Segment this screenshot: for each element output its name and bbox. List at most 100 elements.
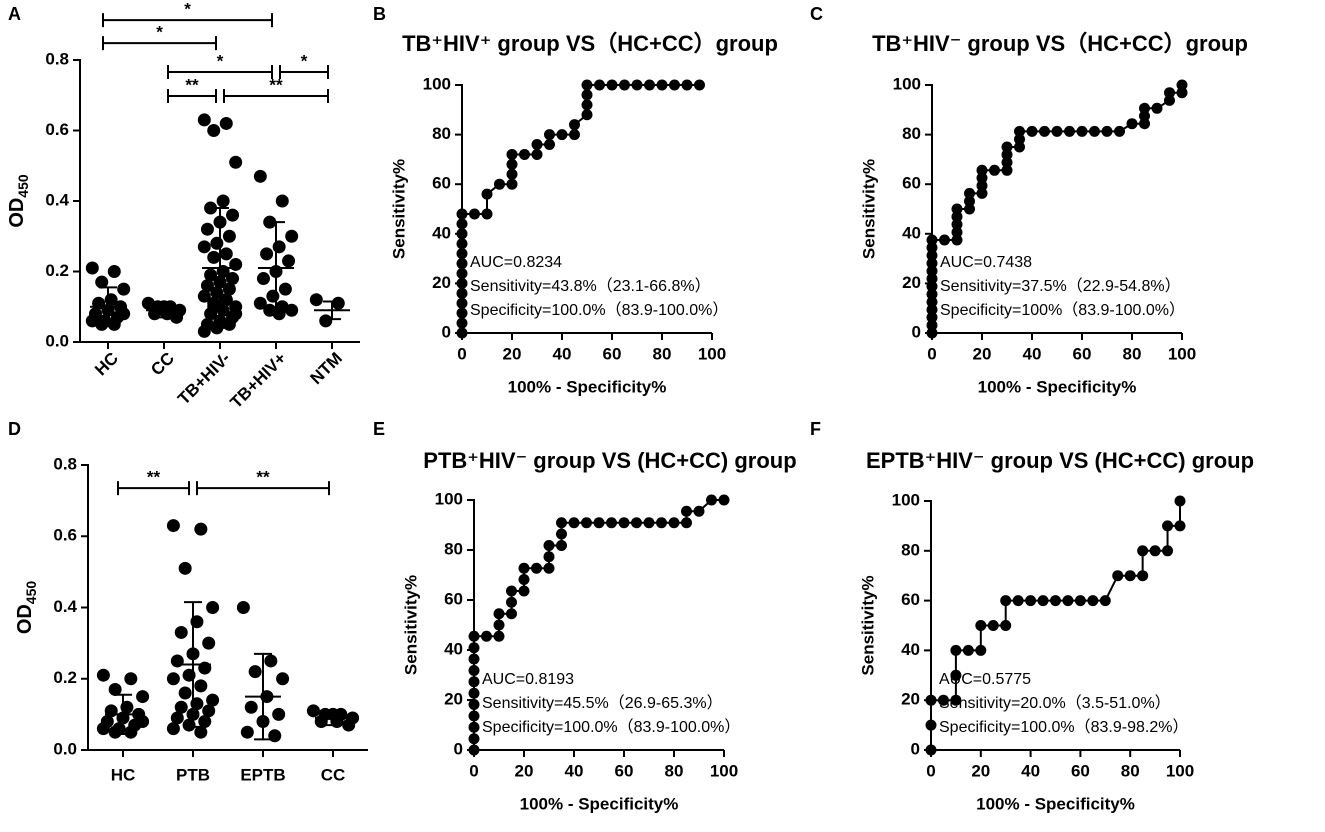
roc-point — [506, 608, 517, 620]
data-point — [219, 247, 233, 261]
roc-point — [456, 267, 468, 279]
roc-point — [926, 327, 938, 339]
significance-label: * — [217, 51, 224, 70]
roc-point — [494, 178, 505, 190]
roc-point — [1001, 149, 1013, 161]
x-tick-label: 60 — [1071, 761, 1090, 780]
data-point — [178, 686, 192, 700]
y-tick-label: 20 — [444, 689, 463, 708]
roc-point — [1001, 164, 1013, 176]
roc-point — [925, 694, 937, 706]
roc-curve — [473, 499, 724, 750]
x-tick-label: CC — [321, 765, 346, 784]
data-point — [136, 690, 150, 704]
x-axis-label: 100% - Specificity% — [508, 377, 667, 396]
data-point — [229, 155, 243, 169]
data-point — [108, 725, 122, 739]
data-point — [253, 169, 267, 183]
annotation: Specificity=100.0%（83.9-100.0%） — [482, 718, 740, 736]
data-point — [202, 636, 216, 650]
data-point — [256, 272, 270, 286]
panel-letter: A — [8, 4, 21, 24]
y-tick-label: 40 — [902, 223, 921, 242]
roc-point — [1099, 595, 1111, 607]
y-tick-label: 60 — [901, 590, 920, 609]
panel-letter: D — [8, 419, 21, 439]
x-tick-label: 0 — [927, 344, 936, 363]
roc-point — [1149, 545, 1161, 557]
roc-point — [964, 187, 975, 199]
roc-point — [456, 277, 468, 289]
roc-point — [975, 620, 987, 631]
annotation: Specificity=100.0%（83.9-100.0%） — [470, 301, 728, 319]
y-axis-label-sub: 450 — [15, 174, 31, 198]
roc-point — [1001, 141, 1013, 153]
roc-point — [925, 744, 937, 756]
roc-point — [581, 89, 593, 101]
roc-point — [1164, 94, 1175, 106]
data-point — [229, 307, 243, 321]
roc-point — [456, 287, 468, 299]
roc-point — [456, 208, 468, 220]
x-tick-label: 80 — [653, 344, 672, 363]
roc-point — [1014, 141, 1025, 153]
roc-point — [926, 304, 938, 316]
roc-point — [964, 195, 975, 207]
data-point — [136, 715, 150, 728]
significance-bracket — [167, 88, 217, 103]
y-tick-label: 0 — [912, 322, 921, 341]
roc-point — [1076, 125, 1088, 137]
data-point — [202, 704, 216, 718]
roc-point — [581, 99, 593, 111]
roc-point — [681, 517, 692, 529]
x-axis-label: 100% - Specificity% — [976, 794, 1135, 813]
data-point — [197, 324, 211, 338]
roc-point — [976, 187, 988, 199]
y-axis-label: Sensitivity% — [401, 575, 420, 675]
x-tick-label: HC — [111, 765, 136, 784]
y-tick-label: 0.6 — [45, 120, 69, 139]
roc-point — [1039, 125, 1050, 137]
data-point — [206, 693, 220, 707]
roc-point — [456, 218, 468, 230]
data-point — [174, 700, 188, 714]
data-point — [200, 279, 214, 293]
data-point — [236, 601, 250, 614]
roc-point — [926, 288, 938, 300]
y-tick-label: 40 — [444, 639, 463, 658]
roc-point — [556, 540, 567, 551]
data-point — [210, 236, 224, 250]
y-tick-label: 0.2 — [53, 668, 77, 687]
data-point — [207, 300, 221, 314]
x-tick-label: 20 — [503, 344, 522, 363]
annotation: AUC=0.5775 — [939, 671, 1031, 688]
roc-point — [951, 211, 963, 223]
roc-point — [1014, 133, 1025, 145]
roc-point — [964, 203, 975, 215]
roc-point — [1025, 595, 1037, 607]
roc-point — [469, 208, 480, 220]
y-tick-label: 0 — [454, 739, 463, 758]
roc-point — [569, 129, 580, 141]
roc-point — [1139, 118, 1150, 130]
roc-point — [581, 109, 593, 121]
roc-point — [543, 540, 555, 551]
roc-point — [1051, 125, 1063, 137]
x-tick-label: 80 — [665, 761, 684, 780]
y-axis-label-main: OD — [14, 604, 36, 634]
data-point — [266, 289, 280, 303]
data-point — [222, 229, 236, 243]
data-point — [285, 303, 299, 317]
roc-point — [493, 630, 505, 642]
roc-point — [656, 79, 668, 91]
significance-bracket — [167, 64, 273, 79]
data-point — [194, 725, 208, 739]
roc-point — [1176, 79, 1188, 91]
roc-point — [718, 494, 730, 506]
roc-point — [926, 234, 938, 246]
roc-point — [468, 665, 480, 676]
roc-point — [937, 694, 949, 706]
roc-point — [706, 494, 717, 506]
x-tick-label: 60 — [1073, 344, 1092, 363]
data-point — [306, 704, 320, 718]
